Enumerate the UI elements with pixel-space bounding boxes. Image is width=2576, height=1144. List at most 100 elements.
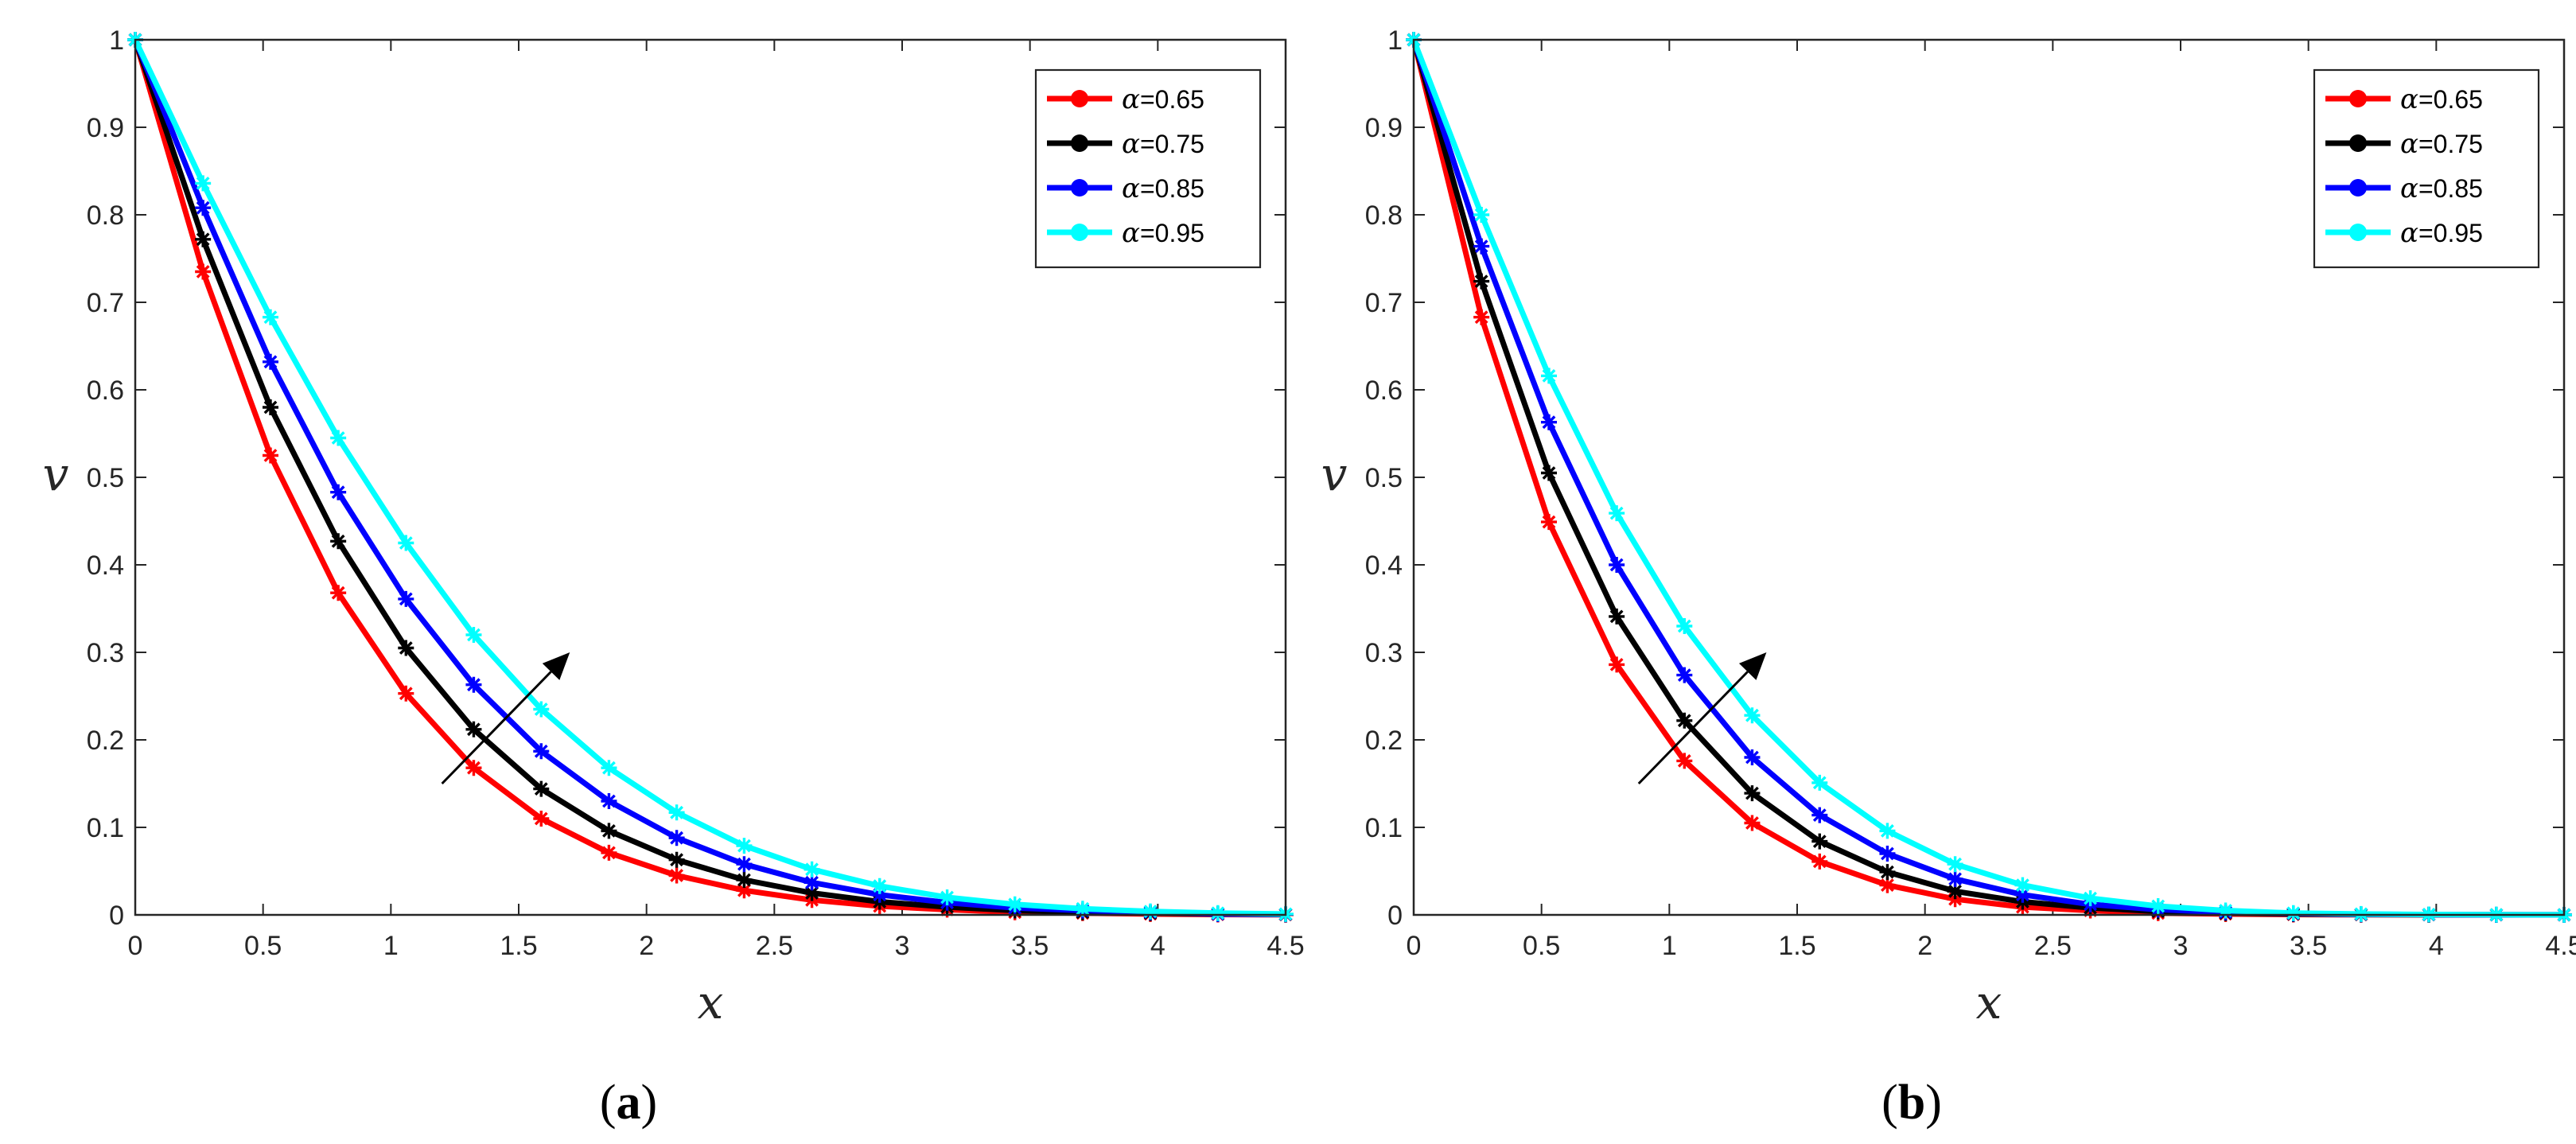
- series-point-0: [1473, 309, 1490, 325]
- series-point-2: [1540, 414, 1557, 430]
- x-tick-label: 2.5: [756, 931, 793, 961]
- series-point-3: [1609, 505, 1625, 522]
- y-tick-label: 0.1: [87, 813, 124, 843]
- series-point-3: [533, 701, 550, 718]
- series-point-3: [398, 535, 414, 551]
- series-point-3: [262, 309, 278, 325]
- series-point-3: [330, 430, 347, 446]
- y-axis-label: v: [1321, 447, 1348, 501]
- series-point-1: [1744, 785, 1761, 802]
- y-tick-label: 0.1: [1365, 813, 1403, 843]
- legend-alpha-symbol: α: [1122, 128, 1140, 160]
- x-tick-label: 1.5: [1778, 931, 1815, 961]
- x-axis-label: x: [1976, 975, 2002, 1029]
- series-point-3: [601, 760, 617, 776]
- arrow-head: [542, 652, 570, 680]
- x-tick-label: 3.5: [1011, 931, 1049, 961]
- series-point-2: [1879, 846, 1896, 862]
- series-point-1: [1609, 608, 1625, 625]
- legend-alpha-symbol: α: [2400, 128, 2418, 160]
- arrow-head: [1738, 652, 1767, 680]
- series-point-1: [601, 823, 617, 839]
- x-tick-label: 3.5: [2290, 931, 2327, 961]
- x-tick-label: 1.5: [500, 931, 537, 961]
- series-line-3: [132, 37, 1289, 917]
- y-tick-label: 0.2: [1365, 726, 1403, 756]
- y-tick-label: 0.5: [87, 463, 124, 493]
- legend-label-3: α=0.95: [1122, 217, 1204, 249]
- y-tick-label: 0.4: [87, 551, 124, 581]
- series-point-3: [736, 838, 753, 854]
- series-point-1: [330, 533, 347, 550]
- series-point-2: [1947, 870, 1963, 887]
- caption-a-label: a: [617, 1076, 641, 1130]
- x-tick-label: 3: [2173, 931, 2189, 961]
- series-point-2: [668, 830, 685, 846]
- x-tick-label: 2.5: [2034, 931, 2072, 961]
- series-point-0: [601, 844, 617, 861]
- legend-label-2: α=0.85: [1122, 173, 1204, 204]
- series-point-3: [2285, 905, 2302, 921]
- legend-value: =0.65: [1140, 85, 1204, 114]
- y-tick-label: 1: [109, 25, 124, 56]
- legend: α=0.65α=0.75α=0.85α=0.95: [2313, 68, 2540, 269]
- legend-alpha-symbol: α: [1122, 173, 1140, 204]
- series-point-3: [1473, 207, 1490, 223]
- x-tick-label: 4: [1150, 931, 1165, 961]
- y-tick-label: 0.2: [87, 726, 124, 756]
- series-point-2: [1676, 667, 1693, 683]
- x-tick-label: 1: [383, 931, 399, 961]
- legend: α=0.65α=0.75α=0.85α=0.95: [1034, 68, 1262, 269]
- y-tick-label: 0.5: [1365, 463, 1403, 493]
- series-point-3: [1676, 618, 1693, 634]
- series-point-0: [1609, 656, 1625, 673]
- y-tick-label: 0: [1387, 901, 1403, 931]
- series-point-0: [398, 685, 414, 702]
- series-point-3: [939, 889, 955, 905]
- series-point-2: [1609, 557, 1625, 573]
- series-point-3: [1142, 903, 1159, 920]
- x-tick-label: 0: [128, 931, 143, 961]
- legend-marker-2: [1071, 179, 1088, 197]
- series-point-0: [195, 263, 212, 280]
- caption-b: (b): [1881, 1076, 1942, 1130]
- legend-marker-1: [2349, 134, 2367, 152]
- series-point-2: [601, 793, 617, 809]
- series-point-2: [533, 743, 550, 760]
- legend-value: =0.75: [2418, 130, 2483, 158]
- legend-alpha-symbol: α: [1122, 84, 1140, 115]
- y-tick-label: 0.7: [1365, 288, 1403, 318]
- y-tick-label: 0.8: [1365, 200, 1403, 231]
- arrow-shaft: [441, 671, 552, 785]
- legend-marker-1: [1071, 134, 1088, 152]
- y-tick-label: 0.7: [87, 288, 124, 318]
- legend-label-0: α=0.65: [2400, 84, 2483, 115]
- legend-label-1: α=0.75: [1122, 128, 1204, 160]
- series-point-1: [533, 780, 550, 797]
- caption-a: (a): [600, 1076, 657, 1130]
- legend-value: =0.95: [1140, 219, 1204, 247]
- series-point-0: [736, 882, 753, 899]
- y-tick-label: 0.6: [1365, 375, 1403, 406]
- legend-label-3: α=0.95: [2400, 217, 2483, 249]
- series-point-2: [736, 856, 753, 873]
- series-point-1: [668, 851, 685, 868]
- series-point-1: [804, 885, 820, 901]
- series-point-0: [1879, 877, 1896, 893]
- legend-label-0: α=0.65: [1122, 84, 1204, 115]
- y-tick-label: 0.3: [87, 638, 124, 668]
- series-point-3: [2217, 902, 2234, 919]
- legend-alpha-symbol: α: [2400, 217, 2418, 249]
- series-point-1: [1879, 864, 1896, 881]
- series-point-1: [1540, 465, 1557, 481]
- series-point-3: [804, 861, 820, 877]
- y-tick-label: 0.9: [87, 113, 124, 143]
- legend-label-1: α=0.75: [2400, 128, 2483, 160]
- legend-value: =0.85: [2418, 174, 2483, 203]
- series-point-0: [1540, 514, 1557, 531]
- x-tick-label: 0: [1407, 931, 1422, 961]
- x-tick-label: 2: [639, 931, 654, 961]
- series-point-2: [262, 353, 278, 370]
- x-tick-label: 4.5: [1267, 931, 1304, 961]
- chart-panel-a: 0 0.5 1 1.5 2 2.5 3 3.5 4 4.5 0 0.1 0.2 0.3 0.4 0.5 0.6 0…: [43, 25, 1305, 1029]
